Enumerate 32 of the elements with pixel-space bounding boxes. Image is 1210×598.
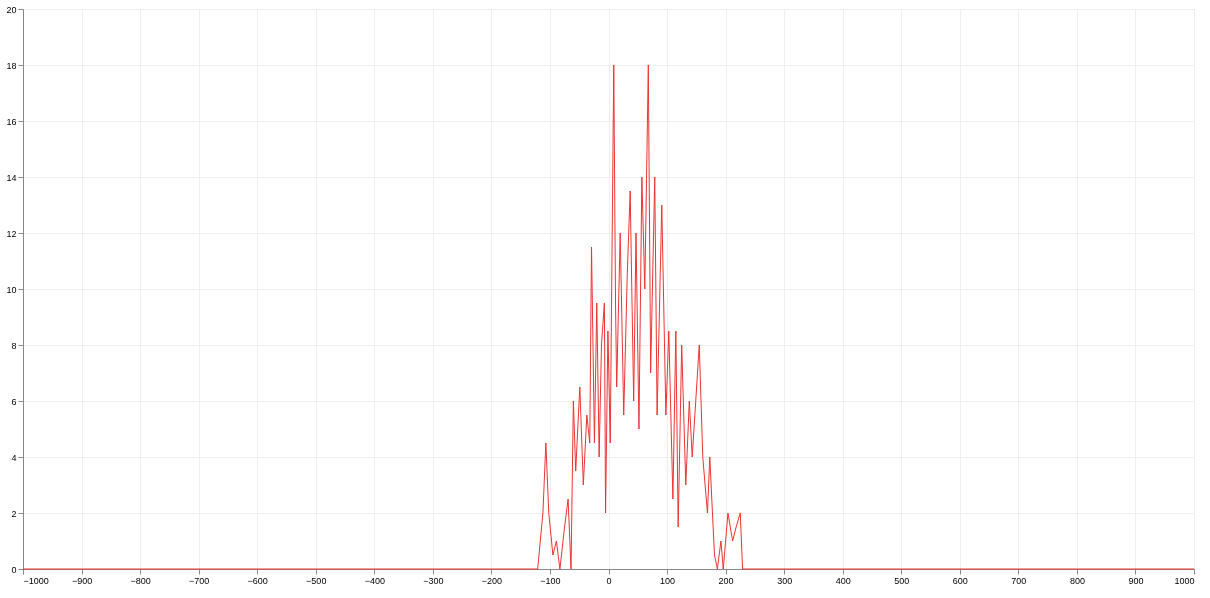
x-tick-label: −800 [130, 575, 151, 586]
x-tick-label: −500 [306, 575, 327, 586]
x-tick-label: 200 [718, 575, 734, 586]
x-tick-label: 700 [1011, 575, 1027, 586]
x-tick-label: 400 [835, 575, 851, 586]
x-tick-label: −200 [481, 575, 503, 586]
y-tick-label: 2 [11, 508, 17, 519]
y-tick-label: 6 [11, 396, 17, 407]
y-tick-label: 14 [6, 172, 17, 183]
y-tick-label: 4 [11, 452, 17, 463]
y-tick-label: 0 [11, 564, 17, 575]
x-tick-label: 0 [606, 575, 612, 586]
y-tick-label: 12 [6, 228, 17, 239]
x-tick-label: −300 [423, 575, 444, 586]
x-tick-label: −1000 [23, 575, 49, 586]
x-tick-label: 1000 [1174, 575, 1195, 586]
x-tick-label: 600 [952, 575, 968, 586]
x-tick-label: 100 [660, 575, 676, 586]
x-tick-label: −700 [189, 575, 210, 586]
x-tick-label: 500 [894, 575, 910, 586]
y-tick-label: 16 [6, 116, 17, 127]
x-tick-label: 300 [777, 575, 793, 586]
x-tick-label: −100 [540, 575, 561, 586]
x-tick-label: −900 [71, 575, 93, 586]
x-tick-label: −400 [364, 575, 385, 586]
x-tick-label: 900 [1128, 575, 1144, 586]
y-tick-label: 10 [6, 284, 17, 295]
y-tick-label: 18 [6, 60, 17, 71]
y-tick-label: 8 [11, 340, 17, 351]
x-tick-label: −600 [247, 575, 268, 586]
y-tick-label: 20 [6, 4, 17, 15]
x-tick-label: 800 [1069, 575, 1085, 586]
